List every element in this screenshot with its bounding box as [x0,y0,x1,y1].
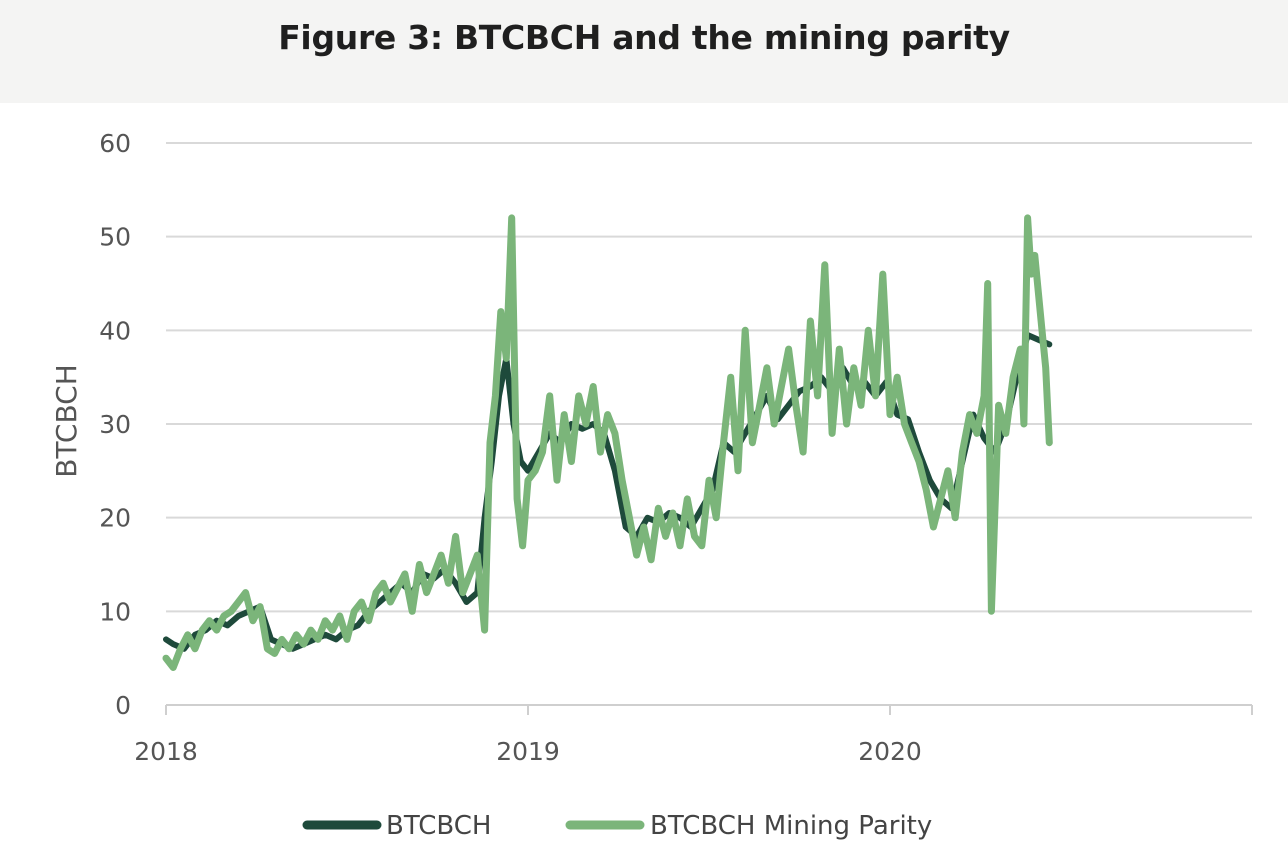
y-tick-label: 20 [99,504,131,533]
y-tick-label: 0 [115,691,131,720]
series-layer [162,214,1053,671]
axes: 0 10 20 30 40 50 60 2018 2019 2020 [99,129,1253,766]
y-axis-title: BTCBCH [50,364,83,478]
gridlines [166,142,1252,613]
x-tick-label: 2018 [134,737,198,766]
y-tick-label: 60 [99,129,131,158]
chart-title: Figure 3: BTCBCH and the mining parity [278,18,1010,57]
title-bar [0,0,1288,103]
legend-label: BTCBCH [386,811,491,841]
series-line-mining-parity [162,214,1053,671]
y-tick-label: 40 [99,316,131,345]
y-tick-label: 30 [99,410,131,439]
series-line-btcbch [163,332,1053,652]
x-tick-label: 2019 [496,737,560,766]
y-tick-label: 50 [99,223,131,252]
legend: BTCBCH BTCBCH Mining Parity [302,811,932,841]
y-tick-label: 10 [99,597,131,626]
legend-label: BTCBCH Mining Parity [650,811,932,841]
x-tick-label: 2020 [858,737,922,766]
